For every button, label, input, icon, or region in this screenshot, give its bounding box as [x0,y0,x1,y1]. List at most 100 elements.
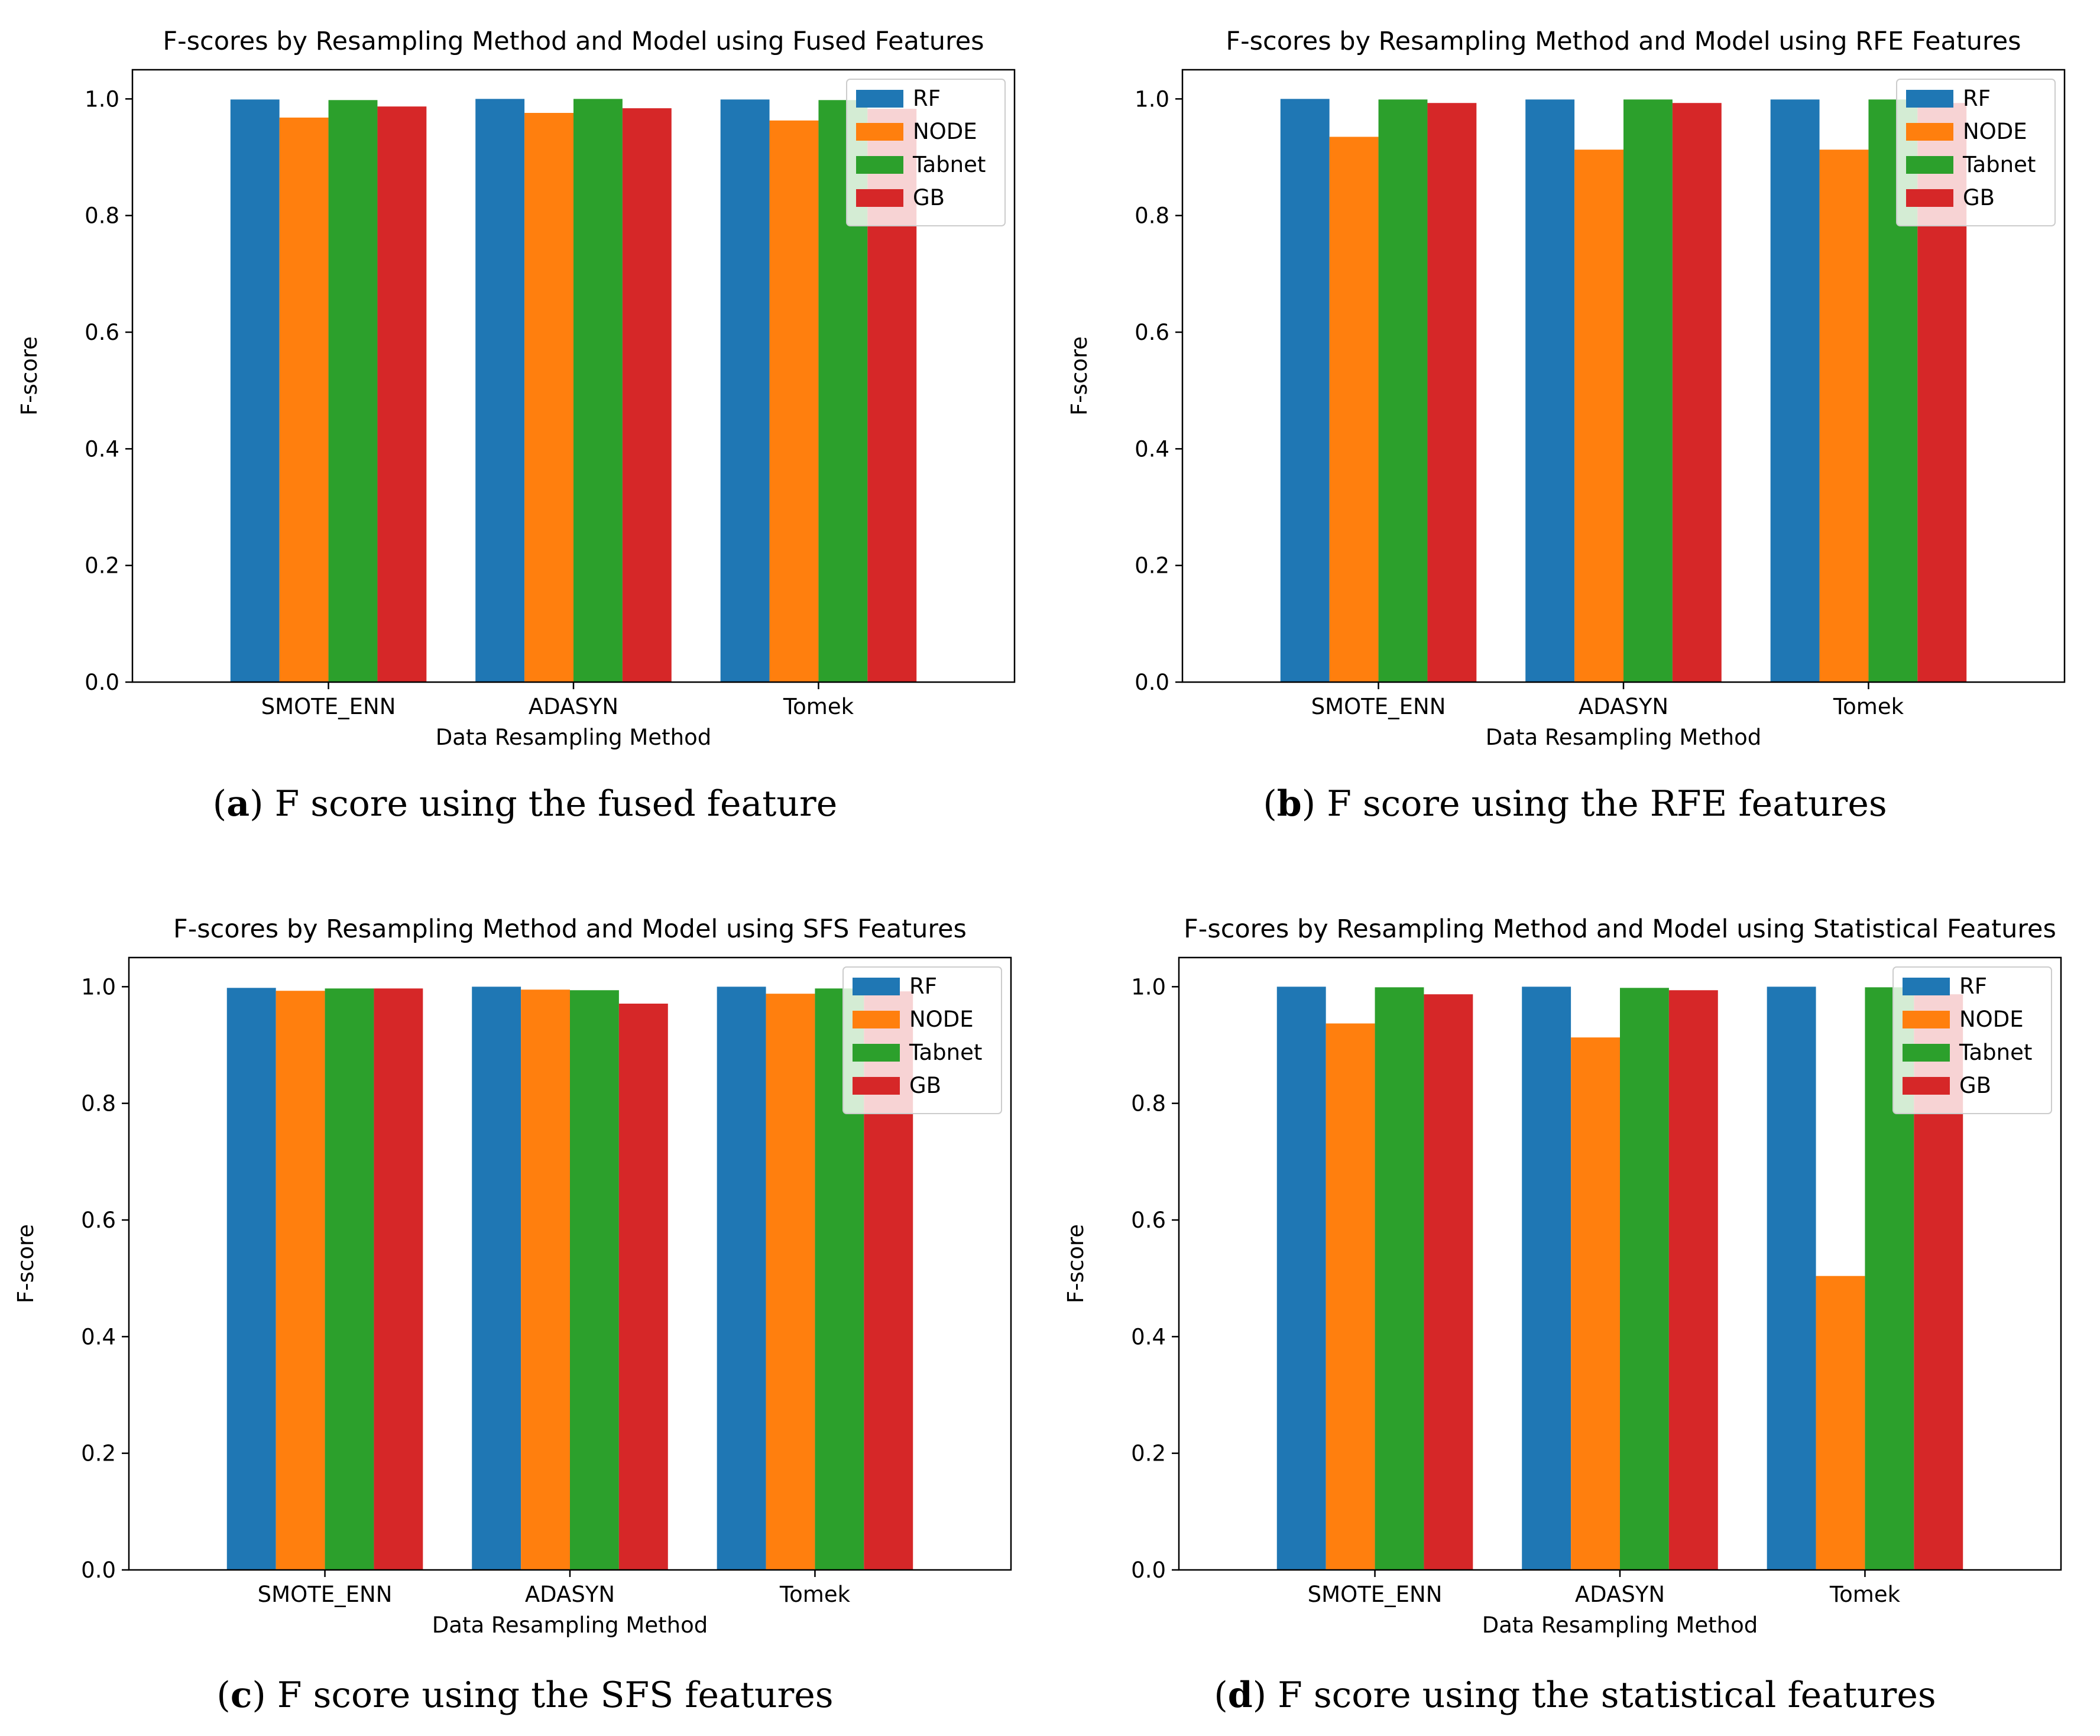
bar-tabnet-smote-enn [325,988,374,1570]
subfigure-b: F-scores by Resampling Method and Model … [1050,0,2100,868]
caption-label: b [1276,783,1302,825]
x-tick-label-tomek: Tomek [1833,694,1904,719]
bar-node-smote-enn [1329,137,1379,682]
bar-gb-adasyn [1672,103,1722,683]
caption-text: F score using the RFE features [1327,783,1887,825]
legend-label-gb: GB [1963,185,1995,210]
bar-node-adasyn [1571,1037,1620,1570]
y-tick-label: 0.8 [85,203,119,229]
legend-label-node: NODE [1959,1007,2024,1032]
legend-label-tabnet: Tabnet [1962,152,2036,177]
legend-label-node: NODE [1963,119,2027,144]
caption-text: F score using the statistical features [1278,1675,1936,1716]
legend-label-tabnet: Tabnet [1959,1040,2032,1065]
legend-swatch-node [1906,123,1953,141]
y-tick-label: 0.2 [81,1441,116,1466]
legend-label-gb: GB [913,185,945,210]
legend: RF NODE Tabnet GB [846,79,1006,226]
legend-label-node: NODE [913,119,977,144]
bar-rf-adasyn [1522,987,1571,1570]
bar-node-adasyn [521,989,570,1570]
chart-title: F-scores by Resampling Method and Model … [173,914,967,944]
bar-node-tomek [769,120,819,683]
caption-text: F score using the SFS features [277,1675,834,1716]
y-tick-label: 0.6 [1135,320,1169,345]
bar-rf-tomek [1767,987,1816,1570]
bar-tabnet-smote-enn [1375,987,1424,1570]
bar-rf-tomek [717,987,766,1570]
y-tick-label: 0.6 [1131,1208,1166,1233]
subfigure-d: F-scores by Resampling Method and Model … [1050,868,2100,1735]
bar-rf-smote-enn [230,99,280,682]
bar-node-smote-enn [279,117,329,682]
y-axis-label: F-score [1063,1224,1088,1303]
legend-label-rf: RF [913,86,941,111]
caption-label: d [1227,1675,1253,1716]
y-tick-label: 0.0 [81,1557,116,1583]
y-tick-label: 0.4 [1135,436,1169,462]
bar-rf-smote-enn [1276,987,1326,1570]
bar-tabnet-adasyn [573,99,623,683]
x-tick-label-tomek: Tomek [779,1582,851,1607]
x-tick-label-tomek: Tomek [1829,1582,1901,1607]
y-tick-label: 1.0 [1135,86,1169,112]
bar-chart-sfs: F-scores by Resampling Method and Model … [13,914,1012,1638]
bar-node-tomek [766,994,815,1570]
y-axis-label: F-score [13,1224,38,1303]
y-tick-label: 1.0 [1131,974,1166,1000]
y-tick-label: 0.8 [1131,1091,1166,1117]
x-tick-label-adasyn: ADASYN [525,1582,615,1607]
legend-swatch-node [1903,1011,1950,1028]
x-axis-label: Data Resampling Method [432,1612,708,1638]
x-tick-label-smote-enn: SMOTE_ENN [1308,1582,1443,1607]
legend-swatch-rf [1906,90,1953,108]
bar-chart-rfe: F-scores by Resampling Method and Model … [1067,27,2066,750]
bar-rf-adasyn [472,987,521,1570]
legend-swatch-rf [853,978,900,995]
y-tick-label: 0.4 [85,436,119,462]
y-tick-label: 1.0 [85,86,119,112]
y-tick-label: 0.4 [1131,1324,1166,1349]
y-tick-label: 0.2 [1135,553,1169,579]
y-axis-label: F-score [17,336,42,416]
legend-swatch-gb [1906,189,1953,207]
chart-title: F-scores by Resampling Method and Model … [163,27,984,56]
y-tick-label: 0.2 [1131,1441,1166,1466]
bar-node-tomek [1816,1276,1865,1570]
legend-label-rf: RF [909,974,937,999]
y-tick-label: 0.6 [81,1208,116,1233]
bar-node-smote-enn [276,991,325,1570]
bar-gb-smote-enn [1427,103,1477,683]
legend: RF NODE Tabnet GB [842,966,1002,1114]
bar-node-smote-enn [1326,1023,1375,1570]
y-axis-label: F-score [1067,336,1092,416]
x-tick-label-smote-enn: SMOTE_ENN [258,1582,393,1607]
bar-rf-adasyn [1525,99,1575,682]
chart-title: F-scores by Resampling Method and Model … [1184,914,2056,944]
caption-b: (b) F score using the RFE features [1263,783,1887,825]
x-tick-label-smote-enn: SMOTE_ENN [261,694,396,719]
legend-label-rf: RF [1959,974,1987,999]
bar-rf-adasyn [475,99,525,683]
y-tick-label: 0.2 [85,553,119,579]
y-tick-label: 0.8 [1135,203,1169,229]
x-tick-label-adasyn: ADASYN [1579,694,1668,719]
y-tick-label: 0.0 [1131,1557,1166,1583]
chart-title: F-scores by Resampling Method and Model … [1226,27,2021,56]
x-axis-label: Data Resampling Method [1486,725,1761,750]
caption-d: (d) F score using the statistical featur… [1214,1675,1936,1716]
subfigure-c: F-scores by Resampling Method and Model … [0,868,1050,1735]
x-tick-label-tomek: Tomek [783,694,854,719]
x-axis-label: Data Resampling Method [436,725,711,750]
y-tick-label: 0.6 [85,320,119,345]
bar-gb-adasyn [618,1003,668,1570]
bar-gb-smote-enn [377,106,427,682]
x-tick-label-adasyn: ADASYN [529,694,618,719]
legend-swatch-tabnet [1903,1044,1950,1062]
legend-swatch-rf [856,90,903,108]
x-tick-label-smote-enn: SMOTE_ENN [1311,694,1446,719]
legend-label-rf: RF [1963,86,1991,111]
legend-swatch-node [856,123,903,141]
subfigure-a: F-scores by Resampling Method and Model … [0,0,1050,868]
bar-rf-tomek [720,99,770,682]
